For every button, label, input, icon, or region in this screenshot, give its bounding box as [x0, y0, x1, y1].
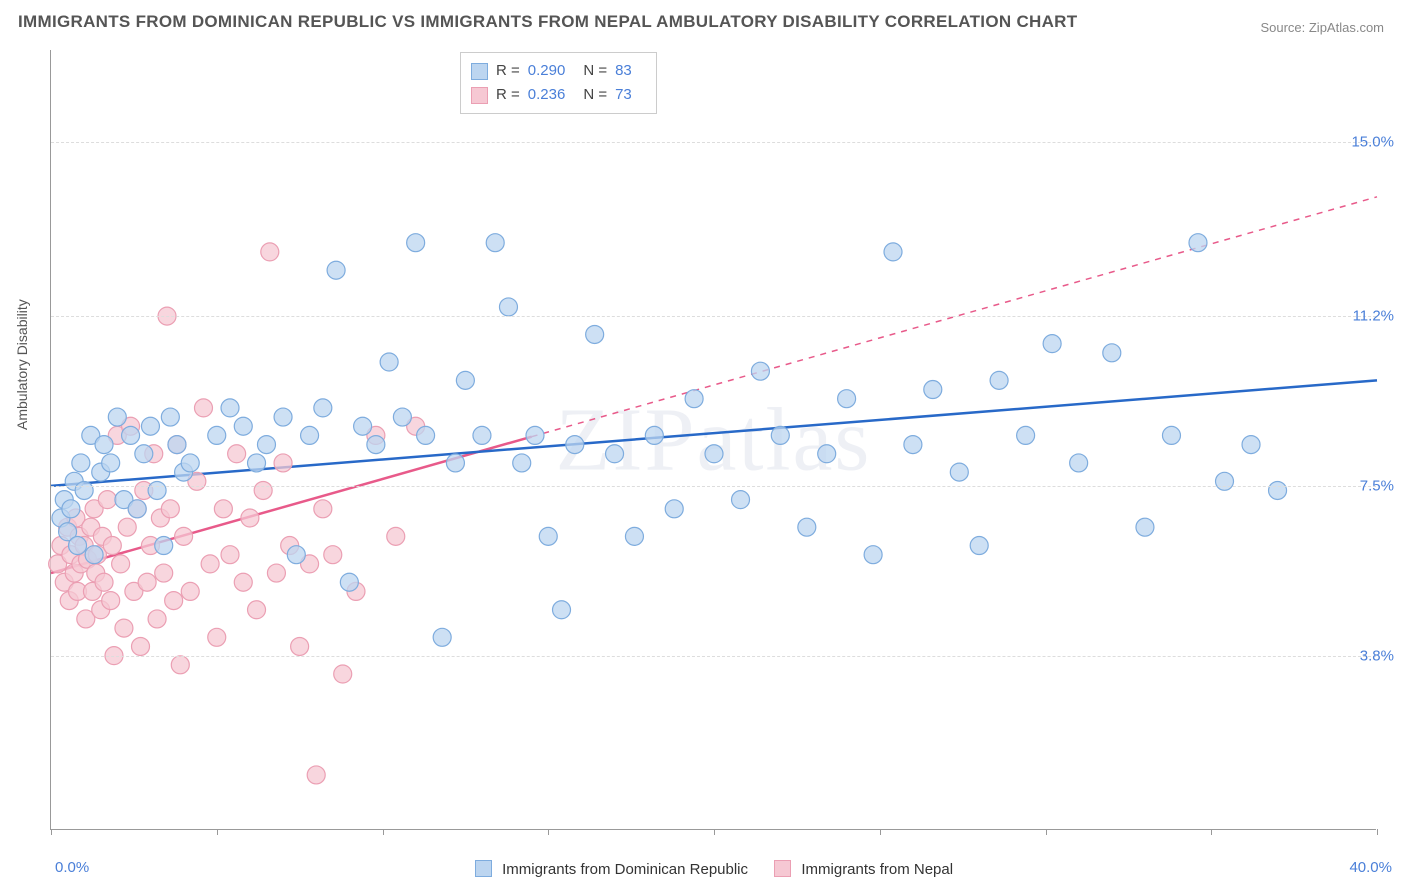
legend-swatch-a [471, 63, 488, 80]
y-tick-label: 7.5% [1360, 477, 1394, 494]
correlation-legend: R = 0.290 N = 83 R = 0.236 N = 73 [460, 52, 657, 114]
scatter-points [51, 50, 1376, 829]
legend-row-a: R = 0.290 N = 83 [471, 59, 642, 83]
chart-title: IMMIGRANTS FROM DOMINICAN REPUBLIC VS IM… [18, 12, 1077, 32]
legend-swatch-a-bottom [475, 860, 492, 877]
y-tick-label: 3.8% [1360, 647, 1394, 664]
legend-row-b: R = 0.236 N = 73 [471, 83, 642, 107]
plot-area: ZIPatlas [50, 50, 1376, 830]
series-legend: Immigrants from Dominican Republic Immig… [0, 860, 1406, 878]
y-tick-label: 15.0% [1351, 133, 1394, 150]
r-value-a: 0.290 [528, 59, 566, 83]
y-tick-label: 11.2% [1353, 308, 1394, 325]
n-label: N = [583, 59, 607, 83]
n-value-a: 83 [615, 59, 632, 83]
legend-swatch-b [471, 87, 488, 104]
n-value-b: 73 [615, 83, 632, 107]
y-axis-label: Ambulatory Disability [14, 299, 30, 430]
legend-swatch-b-bottom [774, 860, 791, 877]
r-label: R = [496, 59, 520, 83]
n-label: N = [583, 83, 607, 107]
r-value-b: 0.236 [528, 83, 566, 107]
series-a-name: Immigrants from Dominican Republic [502, 861, 748, 878]
r-label: R = [496, 83, 520, 107]
source-citation: Source: ZipAtlas.com [1260, 20, 1384, 35]
series-b-name: Immigrants from Nepal [801, 861, 953, 878]
